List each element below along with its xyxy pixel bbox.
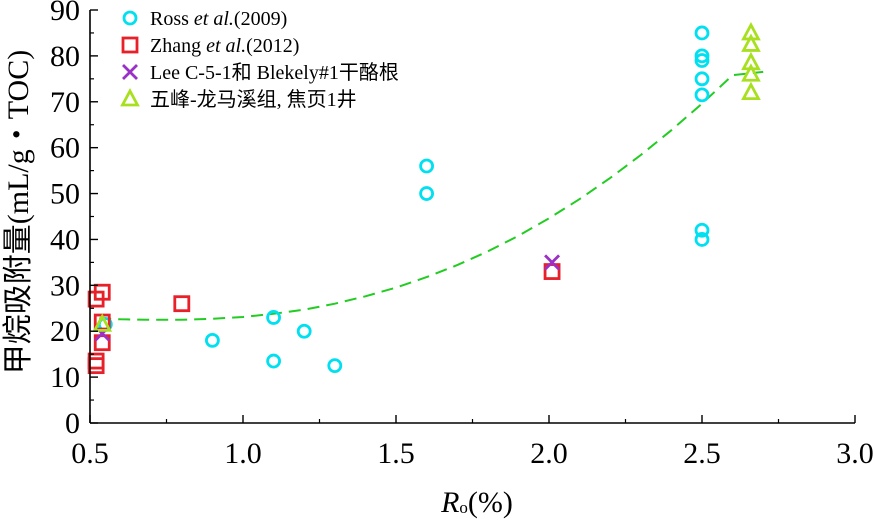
legend-label-part: Zhang — [150, 35, 206, 57]
legend: Ross et al.(2009)Zhang et al.(2012)Lee C… — [120, 8, 399, 111]
y-tick-label: 50 — [50, 178, 80, 211]
legend-label-part: (2012) — [246, 35, 299, 57]
legend-label-part: et al. — [206, 35, 246, 57]
plot-area — [87, 21, 764, 375]
data-point-square — [87, 357, 105, 375]
data-point-circle — [694, 232, 710, 247]
legend-label: 五峰-龙马溪组, 焦页1井 — [150, 88, 357, 111]
data-point-triangle — [92, 313, 113, 332]
x-axis-label-subscript: o — [459, 498, 468, 517]
y-tick-label: 20 — [50, 315, 80, 348]
x-axis-label-main: R — [440, 486, 459, 519]
data-point-circle — [694, 222, 710, 238]
data-point-circle — [327, 358, 343, 374]
y-tick-label: 40 — [50, 223, 80, 256]
legend-label-part: et al. — [194, 8, 234, 30]
data-point-triangle — [741, 81, 761, 100]
data-point-circle — [266, 310, 282, 325]
data-point-x — [544, 254, 561, 271]
data-point-x — [94, 325, 111, 342]
x-tick-label: 0.5 — [71, 437, 109, 470]
axes: 0.5 1.0 1.5 2.0 2.5 3.0 0 10 20 30 40 50 60 70 80 90 — [50, 0, 873, 470]
data-point-triangle — [741, 63, 761, 82]
y-tick-label: 0 — [65, 407, 80, 440]
data-point-circle — [694, 71, 710, 87]
x-tick-label: 2.0 — [530, 437, 568, 470]
y-tick-label: 60 — [50, 132, 80, 165]
legend-label-part: 五峰-龙马溪组, 焦页1井 — [150, 88, 357, 111]
legend-marker-x — [122, 64, 138, 80]
data-point-square — [93, 283, 111, 301]
legend-label: Lee C-5-1和 Blekely#1干酪根 — [150, 61, 399, 84]
data-point-square — [93, 334, 111, 352]
x-tick-label: 1.0 — [224, 437, 262, 470]
trendline — [99, 70, 764, 321]
data-point-circle — [266, 353, 282, 369]
data-point-circle — [296, 323, 312, 339]
y-tick-label: 70 — [50, 86, 80, 119]
x-tick-label: 3.0 — [836, 437, 873, 470]
data-point-circle — [694, 25, 710, 41]
x-tick-label: 1.5 — [377, 437, 415, 470]
legend-marker-triangle — [120, 88, 140, 107]
y-tick-label: 10 — [50, 361, 80, 394]
legend-marker-square — [121, 36, 139, 54]
legend-label-part: (2009) — [234, 8, 287, 30]
data-point-circle — [419, 186, 435, 201]
y-tick-label: 80 — [50, 40, 80, 73]
data-point-circle — [694, 87, 710, 103]
data-point-circle — [694, 53, 710, 68]
x-axis-label: Ro(%) — [440, 486, 513, 519]
data-point-square — [87, 352, 105, 370]
x-tick-label: 2.5 — [683, 437, 721, 470]
y-tick-label: 90 — [50, 0, 80, 27]
data-point-circle — [694, 48, 710, 64]
data-point-circle — [204, 332, 220, 348]
y-axis-label: 甲烷吸附量(mL/g・TOC) — [2, 50, 35, 374]
data-point-circle — [419, 158, 435, 174]
legend-label: Ross et al.(2009) — [150, 8, 287, 30]
legend-label-part: Lee C-5-1和 Blekely#1干酪根 — [150, 61, 399, 84]
data-point-triangle — [741, 33, 761, 52]
data-point-square — [543, 263, 561, 280]
y-tick-label: 30 — [50, 269, 80, 302]
legend-label: Zhang et al.(2012) — [150, 35, 299, 57]
legend-label-part: Ross — [150, 8, 194, 30]
x-axis-label-unit: (%) — [468, 486, 513, 519]
data-point-square — [173, 295, 191, 313]
legend-marker-circle — [122, 10, 138, 26]
